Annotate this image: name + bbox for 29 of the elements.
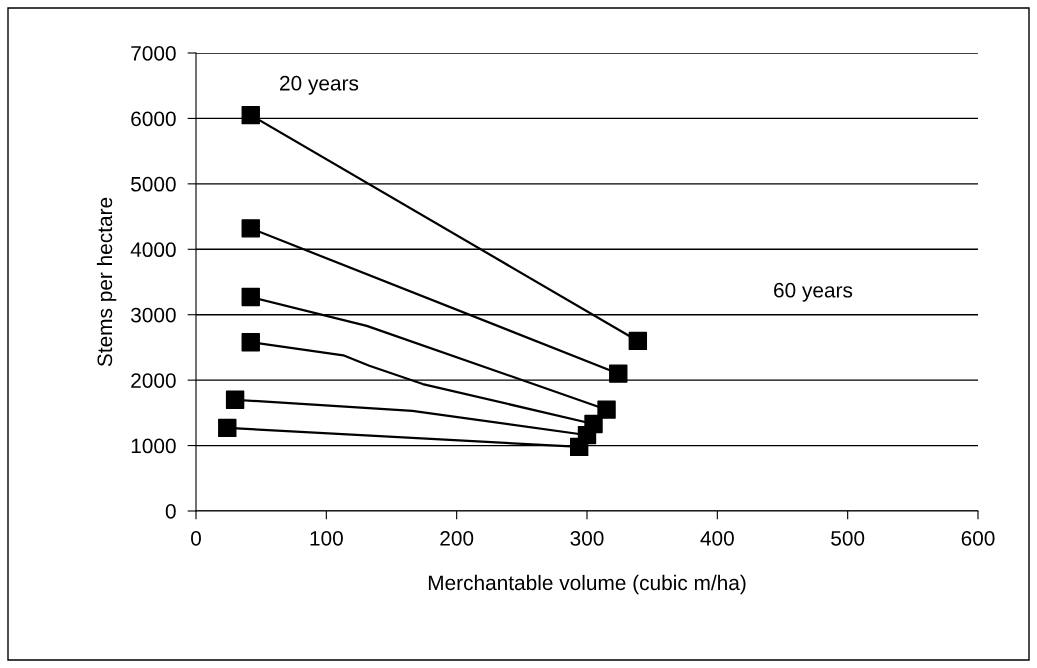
y-axis-title: Stems per hectare bbox=[96, 197, 117, 367]
y-tick-label: 5000 bbox=[131, 176, 176, 192]
x-tick-label: 500 bbox=[831, 530, 865, 546]
point bbox=[218, 418, 237, 438]
point bbox=[241, 105, 260, 125]
y-tick-label: 4000 bbox=[130, 242, 176, 258]
x-tick-label: 0 bbox=[191, 530, 201, 546]
y-tick-label: 2000 bbox=[131, 373, 176, 388]
x-tick-label: 400 bbox=[700, 530, 734, 546]
point bbox=[569, 437, 589, 457]
x-tick-label: 300 bbox=[570, 530, 604, 546]
annotation: 60 years bbox=[774, 282, 853, 302]
point bbox=[241, 332, 260, 352]
annotation: 20 years bbox=[280, 75, 359, 95]
point bbox=[241, 219, 260, 238]
x-axis-title: Merchantable volume (cubic m/ha) bbox=[428, 574, 746, 595]
point bbox=[597, 400, 616, 419]
y-tick-label: 6000 bbox=[131, 111, 176, 127]
point bbox=[225, 390, 245, 409]
y-tick-label: 0 bbox=[165, 504, 176, 519]
y-tick-label: 1000 bbox=[131, 438, 176, 454]
point bbox=[628, 331, 648, 351]
x-tick-label: 200 bbox=[440, 530, 474, 546]
x-tick-label: 100 bbox=[310, 530, 343, 546]
point bbox=[609, 364, 628, 383]
x-tick-label: 600 bbox=[961, 530, 995, 546]
point bbox=[241, 287, 260, 307]
y-tick-label: 7000 bbox=[131, 46, 176, 61]
y-tick-label: 3000 bbox=[131, 307, 176, 323]
